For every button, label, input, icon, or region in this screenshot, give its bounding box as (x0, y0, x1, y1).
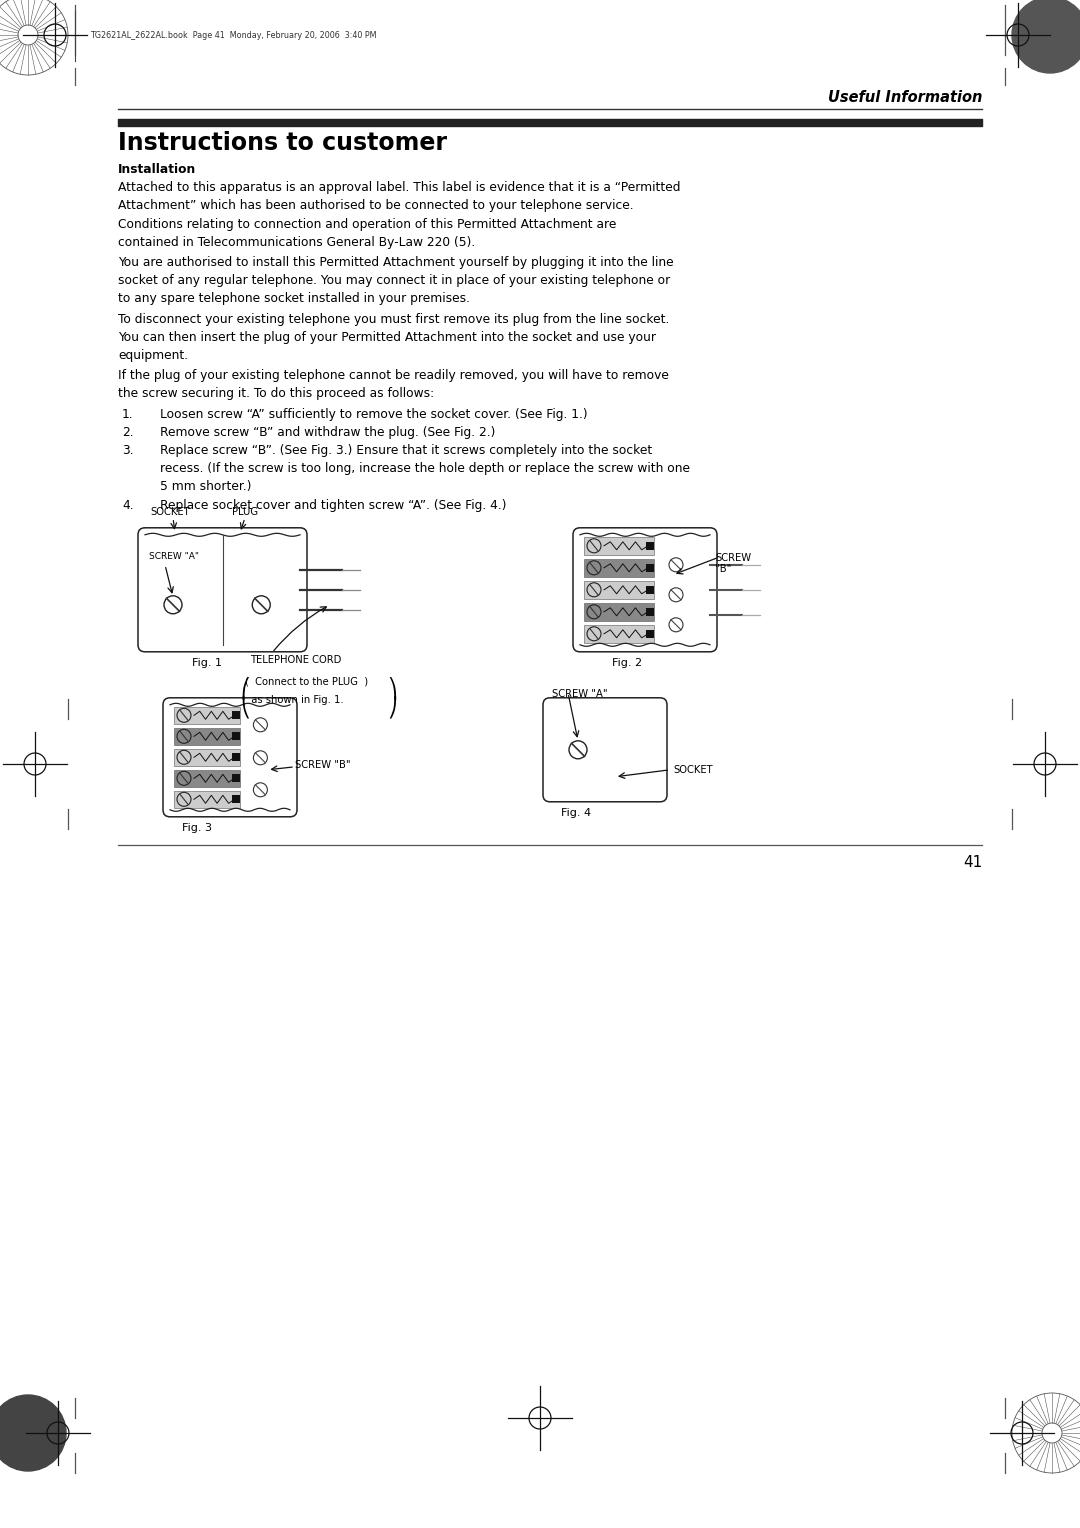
Bar (232, 775, 241, 782)
Bar (646, 608, 654, 616)
Text: TG2621AL_2622AL.book  Page 41  Monday, February 20, 2006  3:40 PM: TG2621AL_2622AL.book Page 41 Monday, Feb… (90, 32, 377, 41)
Text: Installation: Installation (118, 163, 197, 176)
Text: Loosen screw “A” sufficiently to remove the socket cover. (See Fig. 1.): Loosen screw “A” sufficiently to remove … (160, 408, 588, 420)
Text: TELEPHONE CORD: TELEPHONE CORD (249, 656, 341, 665)
Bar (584, 581, 654, 599)
Bar (174, 707, 241, 724)
Bar (584, 625, 654, 643)
Text: Fig. 4: Fig. 4 (561, 808, 591, 817)
Circle shape (0, 1395, 66, 1471)
Text: SCREW
"B": SCREW "B" (715, 553, 751, 575)
Text: PLUG: PLUG (232, 507, 258, 516)
Text: 41: 41 (962, 854, 982, 869)
Text: ⎛: ⎛ (240, 677, 249, 700)
Text: 1.: 1. (122, 408, 134, 420)
Text: Attachment” which has been authorised to be connected to your telephone service.: Attachment” which has been authorised to… (118, 199, 634, 212)
Bar (646, 564, 654, 571)
Text: ⎞: ⎞ (387, 677, 396, 700)
Text: Replace socket cover and tighten screw “A”. (See Fig. 4.): Replace socket cover and tighten screw “… (160, 498, 507, 512)
Bar (646, 630, 654, 637)
Text: If the plug of your existing telephone cannot be readily removed, you will have : If the plug of your existing telephone c… (118, 370, 669, 382)
Text: equipment.: equipment. (118, 348, 188, 362)
Bar (174, 792, 241, 808)
Circle shape (1012, 0, 1080, 73)
Text: SOCKET: SOCKET (673, 766, 713, 775)
Bar (232, 712, 241, 720)
Bar (174, 770, 241, 787)
Bar (646, 542, 654, 550)
Text: You are authorised to install this Permitted Attachment yourself by plugging it : You are authorised to install this Permi… (118, 257, 674, 269)
Text: SCREW "A": SCREW "A" (552, 689, 608, 698)
Text: as shown in Fig. 1.: as shown in Fig. 1. (245, 695, 363, 704)
Text: SOCKET: SOCKET (150, 507, 190, 516)
Text: Useful Information: Useful Information (827, 90, 982, 105)
Bar (584, 536, 654, 555)
Text: Attached to this apparatus is an approval label. This label is evidence that it : Attached to this apparatus is an approva… (118, 182, 680, 194)
Text: Replace screw “B”. (See Fig. 3.) Ensure that it screws completely into the socke: Replace screw “B”. (See Fig. 3.) Ensure … (160, 445, 652, 457)
Text: (  Connect to the PLUG  ): ( Connect to the PLUG ) (245, 677, 368, 686)
Bar (174, 749, 241, 766)
Text: recess. (If the screw is too long, increase the hole depth or replace the screw : recess. (If the screw is too long, incre… (160, 461, 690, 475)
Text: SCREW "B": SCREW "B" (295, 759, 351, 770)
Text: ⎝: ⎝ (240, 697, 249, 720)
Text: to any spare telephone socket installed in your premises.: to any spare telephone socket installed … (118, 292, 470, 306)
Text: SCREW "A": SCREW "A" (149, 552, 199, 561)
Text: 3.: 3. (122, 445, 134, 457)
Bar (584, 559, 654, 576)
Bar (584, 604, 654, 620)
Text: You can then insert the plug of your Permitted Attachment into the socket and us: You can then insert the plug of your Per… (118, 330, 656, 344)
Text: 2.: 2. (122, 426, 134, 439)
Bar (232, 753, 241, 761)
Text: To disconnect your existing telephone you must first remove its plug from the li: To disconnect your existing telephone yo… (118, 313, 670, 325)
Bar (232, 732, 241, 740)
Text: Conditions relating to connection and operation of this Permitted Attachment are: Conditions relating to connection and op… (118, 217, 617, 231)
Text: Fig. 1: Fig. 1 (191, 657, 221, 668)
Text: Remove screw “B” and withdraw the plug. (See Fig. 2.): Remove screw “B” and withdraw the plug. … (160, 426, 496, 439)
Text: ⎠: ⎠ (387, 697, 396, 720)
Text: 5 mm shorter.): 5 mm shorter.) (160, 480, 252, 494)
Text: Fig. 3: Fig. 3 (183, 822, 212, 833)
Text: contained in Telecommunications General By-Law 220 (5).: contained in Telecommunications General … (118, 235, 475, 249)
Text: the screw securing it. To do this proceed as follows:: the screw securing it. To do this procee… (118, 388, 434, 400)
Text: Fig. 2: Fig. 2 (612, 657, 643, 668)
Text: socket of any regular telephone. You may connect it in place of your existing te: socket of any regular telephone. You may… (118, 274, 671, 287)
Text: Instructions to customer: Instructions to customer (118, 131, 447, 154)
Bar (646, 585, 654, 594)
Bar (174, 727, 241, 744)
Text: 4.: 4. (122, 498, 134, 512)
Bar (232, 795, 241, 804)
